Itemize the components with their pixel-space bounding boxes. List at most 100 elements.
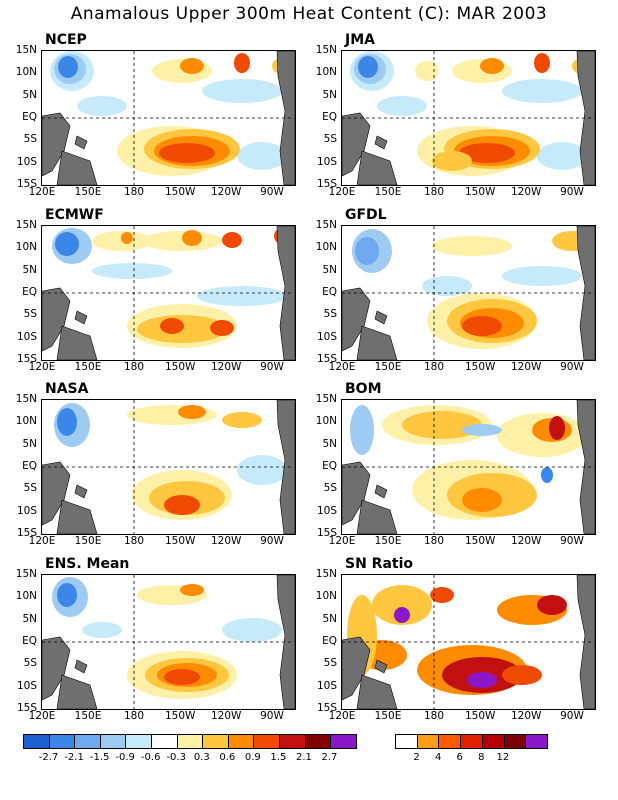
land-mass: [74, 484, 88, 499]
longitude-label: 150E: [374, 186, 402, 198]
land-mass: [276, 226, 295, 360]
colorbar-swatch: [75, 735, 101, 748]
anomaly-contour: [502, 665, 542, 685]
latitude-label: 5S: [23, 482, 37, 495]
anomaly-contour: [202, 79, 282, 103]
colorbar-swatch: [24, 735, 50, 748]
map-canvas: [42, 51, 295, 185]
longitude-label: 120E: [28, 361, 56, 373]
land-mass: [342, 461, 371, 526]
colorbar-swatch: [254, 735, 281, 748]
anomaly-contour: [222, 618, 282, 642]
land-mass: [374, 484, 388, 499]
colorbar-tick-label: -1.5: [89, 752, 110, 763]
colorbar-swatch: [49, 735, 76, 748]
anomaly-contour: [142, 231, 222, 251]
anomaly-contour: [480, 58, 504, 74]
colorbar-tick-label: 4: [434, 752, 442, 763]
latitude-label: 15N: [15, 568, 37, 580]
colorbar-swatch: [482, 735, 505, 748]
heat-content-map: [41, 50, 296, 186]
longitude-label: 90W: [560, 710, 584, 722]
map-canvas: [342, 400, 595, 534]
anomaly-contour: [467, 672, 497, 688]
land-mass: [276, 51, 295, 185]
panel-title: ECMWF: [45, 207, 104, 223]
longitude-label: 120E: [328, 361, 356, 373]
anomaly-contour: [222, 412, 262, 428]
latitude-label: 5S: [23, 657, 37, 670]
latitude-label: 5N: [322, 88, 337, 101]
latitude-label: 5N: [22, 88, 37, 101]
longitude-label: 150E: [74, 361, 102, 373]
latitude-label: 5S: [23, 308, 37, 321]
latitude-label: 15N: [315, 393, 337, 405]
anomaly-contour: [178, 405, 206, 419]
colorbar-tick-label: -2.7: [38, 752, 59, 763]
longitude-label: 90W: [260, 186, 284, 198]
longitude-label: 150E: [74, 710, 102, 722]
latitude-label: 5N: [22, 437, 37, 450]
panel-title: ENS. Mean: [45, 556, 130, 572]
latitude-label: 15N: [315, 44, 337, 56]
longitude-label: 120W: [511, 361, 542, 373]
land-mass: [576, 226, 595, 360]
anomaly-contour: [237, 142, 287, 170]
figure-title: Anamalous Upper 300m Heat Content (C): M…: [70, 4, 548, 24]
latitude-label: 10N: [15, 241, 37, 254]
longitude-label: 150E: [374, 535, 402, 547]
colorbar-swatch: [504, 735, 527, 748]
heat-content-map: [41, 225, 296, 361]
latitude-label: 5N: [322, 612, 337, 625]
latitude-label: 10N: [15, 66, 37, 79]
latitude-label: 10N: [15, 415, 37, 428]
anomaly-contour: [77, 96, 127, 116]
latitude-label: 10S: [16, 155, 37, 168]
sn-ratio-colorbar: [395, 734, 548, 749]
panel-title: GFDL: [345, 207, 387, 223]
latitude-label: 10N: [315, 415, 337, 428]
anomaly-contour: [160, 318, 184, 334]
longitude-label: 180: [123, 535, 145, 547]
land-mass: [42, 112, 71, 177]
latitude-label: 15S: [316, 702, 337, 714]
longitude-label: 150E: [74, 186, 102, 198]
longitude-label: 120E: [28, 535, 56, 547]
land-mass: [42, 287, 71, 352]
land-mass: [356, 674, 398, 709]
latitude-label: 5S: [323, 657, 337, 670]
longitude-label: 90W: [260, 710, 284, 722]
colorbar-tick-label: 6: [456, 752, 463, 763]
anomaly-contour: [180, 584, 204, 596]
land-mass: [56, 325, 98, 360]
latitude-label: EQ: [22, 286, 37, 298]
longitude-label: 150W: [465, 361, 496, 373]
land-mass: [276, 575, 295, 709]
anomaly-contour: [58, 56, 78, 78]
longitude-label: 120E: [328, 186, 356, 198]
heat-content-map: [341, 574, 596, 710]
anomaly-contour: [422, 276, 472, 296]
colorbar-tick-label: 0.9: [244, 752, 261, 763]
latitude-label: 5N: [322, 437, 337, 450]
longitude-label: 120W: [211, 186, 242, 198]
anomaly-contour: [358, 56, 378, 78]
map-canvas: [42, 400, 295, 534]
anomaly-contour: [222, 232, 242, 248]
latitude-label: 10S: [16, 679, 37, 692]
longitude-label: 120E: [28, 186, 56, 198]
map-canvas: [342, 575, 595, 709]
land-mass: [56, 674, 98, 709]
anomaly-contour: [549, 416, 565, 440]
land-mass: [342, 287, 371, 352]
latitude-label: 10N: [315, 66, 337, 79]
latitude-label: EQ: [22, 460, 37, 472]
land-mass: [576, 575, 595, 709]
panel-title: NCEP: [45, 32, 87, 48]
latitude-label: 15N: [315, 568, 337, 580]
anomaly-contour: [432, 151, 472, 171]
colorbar-swatch: [305, 735, 332, 748]
colorbar-swatch: [100, 735, 127, 748]
latitude-label: 5N: [22, 612, 37, 625]
latitude-label: 15S: [16, 527, 37, 539]
